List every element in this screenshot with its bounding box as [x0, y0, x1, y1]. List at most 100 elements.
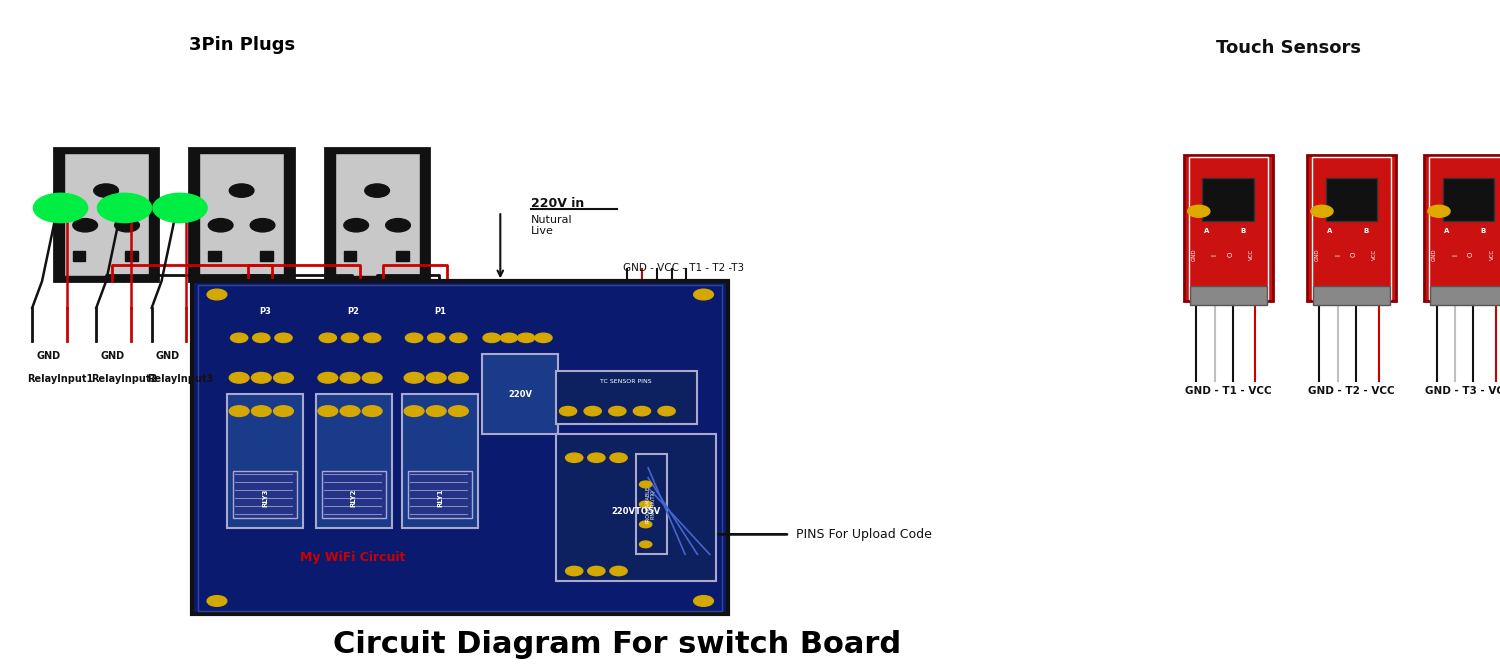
Circle shape: [450, 333, 466, 343]
Bar: [321, 471, 386, 518]
Bar: [72, 251, 86, 261]
Circle shape: [639, 521, 652, 528]
Circle shape: [274, 333, 292, 343]
FancyBboxPatch shape: [54, 148, 159, 281]
FancyBboxPatch shape: [326, 148, 429, 281]
Circle shape: [693, 289, 714, 300]
Circle shape: [252, 373, 272, 383]
Text: A: A: [1443, 228, 1449, 234]
Circle shape: [318, 373, 338, 383]
Bar: [1306, 155, 1396, 301]
Circle shape: [230, 373, 249, 383]
Bar: [1314, 286, 1389, 304]
Text: O: O: [1468, 252, 1474, 258]
Text: GND - T2 - VCC: GND - T2 - VCC: [1308, 386, 1395, 396]
Bar: [198, 284, 722, 611]
FancyBboxPatch shape: [63, 153, 148, 276]
Bar: [344, 251, 355, 261]
Circle shape: [1311, 205, 1334, 217]
Circle shape: [448, 406, 468, 416]
Text: 220V: 220V: [509, 390, 532, 399]
Text: Circuit Diagram For switch Board: Circuit Diagram For switch Board: [333, 630, 902, 659]
Text: 220VTO5V: 220VTO5V: [610, 506, 660, 516]
Text: GND: GND: [36, 351, 60, 361]
Circle shape: [386, 219, 411, 232]
Circle shape: [536, 333, 552, 343]
Text: GND - T3 - VCC: GND - T3 - VCC: [1425, 386, 1500, 396]
Circle shape: [252, 333, 270, 343]
Circle shape: [609, 407, 625, 415]
Text: 3Pin Plugs: 3Pin Plugs: [189, 35, 294, 54]
Circle shape: [639, 481, 652, 488]
Circle shape: [320, 333, 336, 343]
Text: B: B: [1480, 228, 1486, 234]
Text: RLY2: RLY2: [351, 488, 357, 507]
Bar: [1190, 157, 1268, 298]
Bar: [555, 371, 698, 424]
Text: B: B: [1240, 228, 1245, 234]
Text: GND - T1 - VCC: GND - T1 - VCC: [1185, 386, 1272, 396]
Circle shape: [639, 501, 652, 508]
Circle shape: [363, 406, 382, 416]
Circle shape: [231, 333, 248, 343]
Circle shape: [693, 595, 714, 606]
Circle shape: [342, 333, 358, 343]
Circle shape: [340, 373, 360, 383]
Text: PINS For Upload Code: PINS For Upload Code: [796, 528, 932, 541]
Bar: [1326, 178, 1377, 221]
Circle shape: [448, 373, 468, 383]
Circle shape: [230, 406, 249, 416]
Text: My WiFi Circuit: My WiFi Circuit: [300, 551, 405, 564]
Bar: [209, 251, 220, 261]
Text: GND - VCC - T1 - T2 -T3: GND - VCC - T1 - T2 -T3: [624, 263, 744, 273]
Bar: [1431, 286, 1500, 304]
Text: B: B: [1364, 228, 1370, 234]
Bar: [1312, 157, 1390, 298]
Circle shape: [153, 193, 207, 223]
Text: RLY1: RLY1: [436, 488, 442, 507]
Bar: [396, 251, 408, 261]
Bar: [555, 434, 716, 581]
Circle shape: [518, 333, 536, 343]
Circle shape: [344, 219, 369, 232]
Text: P1: P1: [433, 306, 445, 316]
Circle shape: [98, 193, 152, 223]
Circle shape: [405, 333, 423, 343]
Circle shape: [340, 406, 360, 416]
Text: RelayInput1: RelayInput1: [27, 375, 93, 385]
Circle shape: [610, 453, 627, 462]
Text: O: O: [1228, 252, 1234, 258]
Bar: [261, 251, 273, 261]
Circle shape: [560, 407, 576, 415]
Text: GND: GND: [156, 351, 180, 361]
Circle shape: [427, 333, 445, 343]
Text: VCC: VCC: [1250, 249, 1254, 260]
Circle shape: [252, 406, 272, 416]
Text: I: I: [1212, 254, 1218, 256]
Text: GND: GND: [1191, 248, 1197, 261]
Circle shape: [33, 193, 87, 223]
Text: GND: GND: [100, 351, 124, 361]
Bar: [1424, 155, 1500, 301]
Circle shape: [404, 406, 424, 416]
Bar: [636, 454, 666, 555]
Circle shape: [114, 219, 140, 232]
FancyBboxPatch shape: [189, 148, 294, 281]
Text: Live: Live: [531, 226, 554, 236]
Circle shape: [584, 407, 602, 415]
Text: VCC: VCC: [1490, 249, 1494, 260]
Bar: [1203, 178, 1254, 221]
Circle shape: [74, 219, 98, 232]
Bar: [192, 281, 728, 614]
Text: RelayInput2: RelayInput2: [92, 375, 158, 385]
Circle shape: [318, 406, 338, 416]
Bar: [482, 355, 558, 434]
Bar: [1430, 157, 1500, 298]
Bar: [1443, 178, 1494, 221]
Circle shape: [273, 406, 294, 416]
Circle shape: [639, 541, 652, 548]
Circle shape: [658, 407, 675, 415]
Circle shape: [426, 373, 445, 383]
Circle shape: [610, 567, 627, 575]
Circle shape: [633, 407, 651, 415]
